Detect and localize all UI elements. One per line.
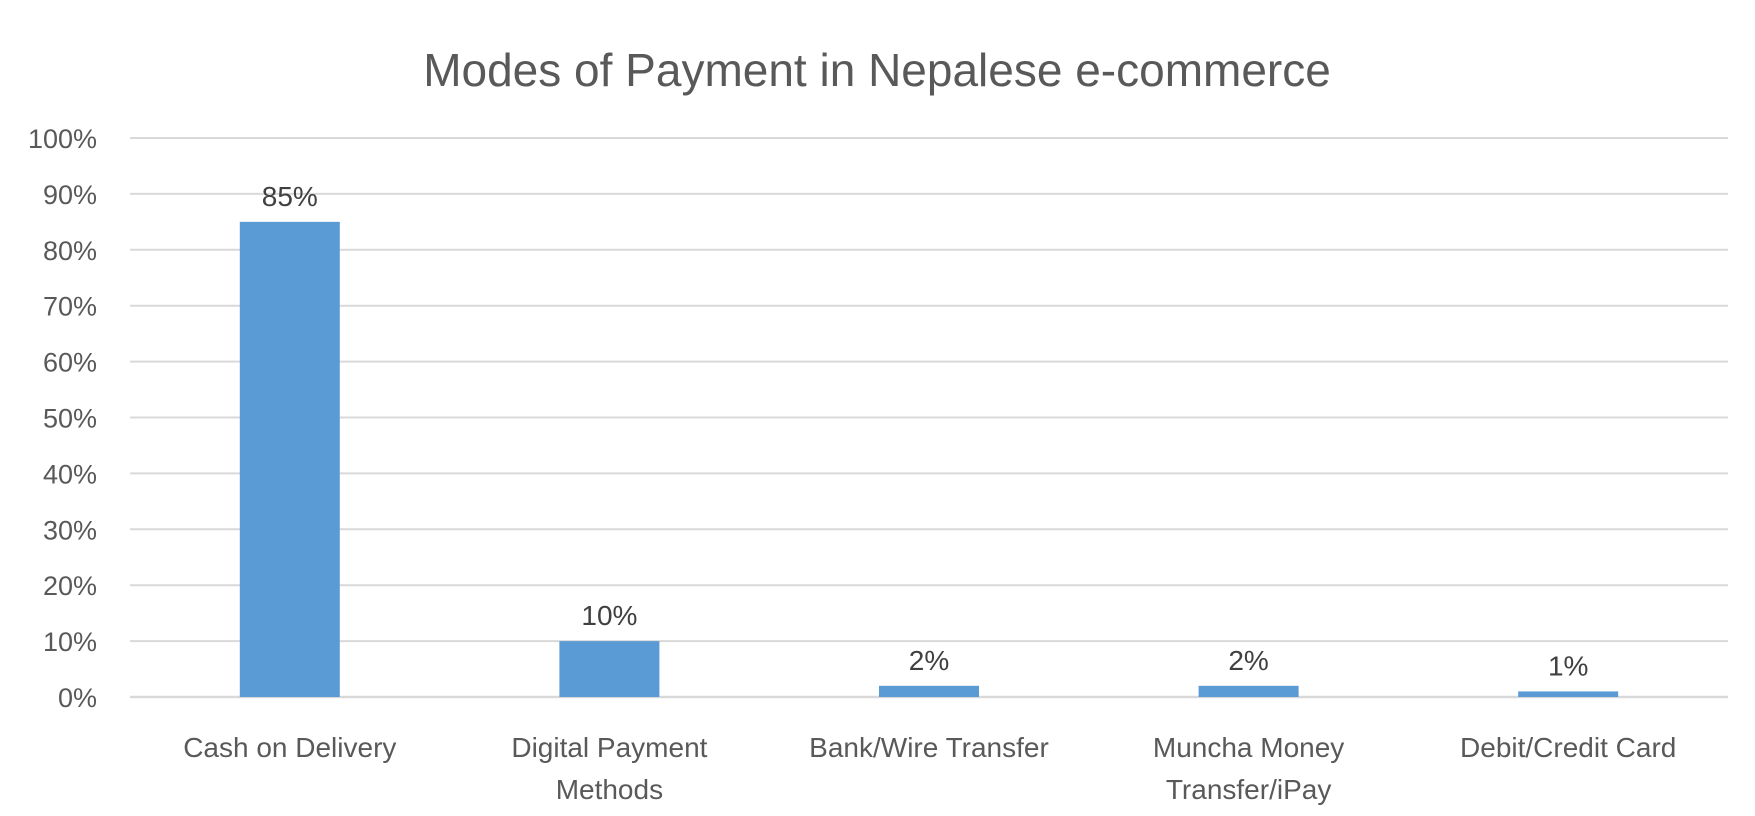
data-label: 2% [1228,645,1268,676]
bar [239,221,340,697]
data-label: 10% [581,600,637,631]
y-tick-label: 90% [43,180,97,210]
x-category-label: Bank/Wire Transfer [809,732,1049,763]
y-tick-label: 70% [43,292,97,322]
y-tick-label: 100% [28,124,97,154]
y-tick-label: 0% [58,683,97,713]
data-labels: 85% 10% 2% 2% 1% [262,181,1589,682]
x-category-label: Muncha Money Transfer/iPay [1153,732,1344,805]
bar [1198,685,1299,697]
gridlines [130,137,1728,699]
data-label: 1% [1548,650,1588,681]
y-tick-label: 80% [43,236,97,266]
bar [559,641,660,697]
y-tick-label: 10% [43,627,97,657]
data-label: 85% [262,181,318,212]
x-category-label: Digital Payment Methods [511,732,707,805]
y-tick-label: 60% [43,348,97,378]
x-category-label: Debit/Credit Card [1460,732,1676,763]
y-axis-tick-labels: 0% 10% 20% 30% 40% 50% 60% 70% 80% 90% 100% [28,124,97,713]
y-tick-label: 30% [43,515,97,545]
y-tick-label: 50% [43,404,97,434]
y-tick-label: 40% [43,459,97,489]
data-label: 2% [909,645,949,676]
bar [1518,691,1619,697]
x-axis-category-labels: Cash on Delivery Digital Payment Methods Ba… [183,732,1676,805]
bar [879,685,979,697]
chart-title: Modes of Payment in Nepalese e-commerce [423,44,1331,96]
bars [239,221,1619,697]
x-category-label: Cash on Delivery [183,732,396,763]
y-tick-label: 20% [43,571,97,601]
